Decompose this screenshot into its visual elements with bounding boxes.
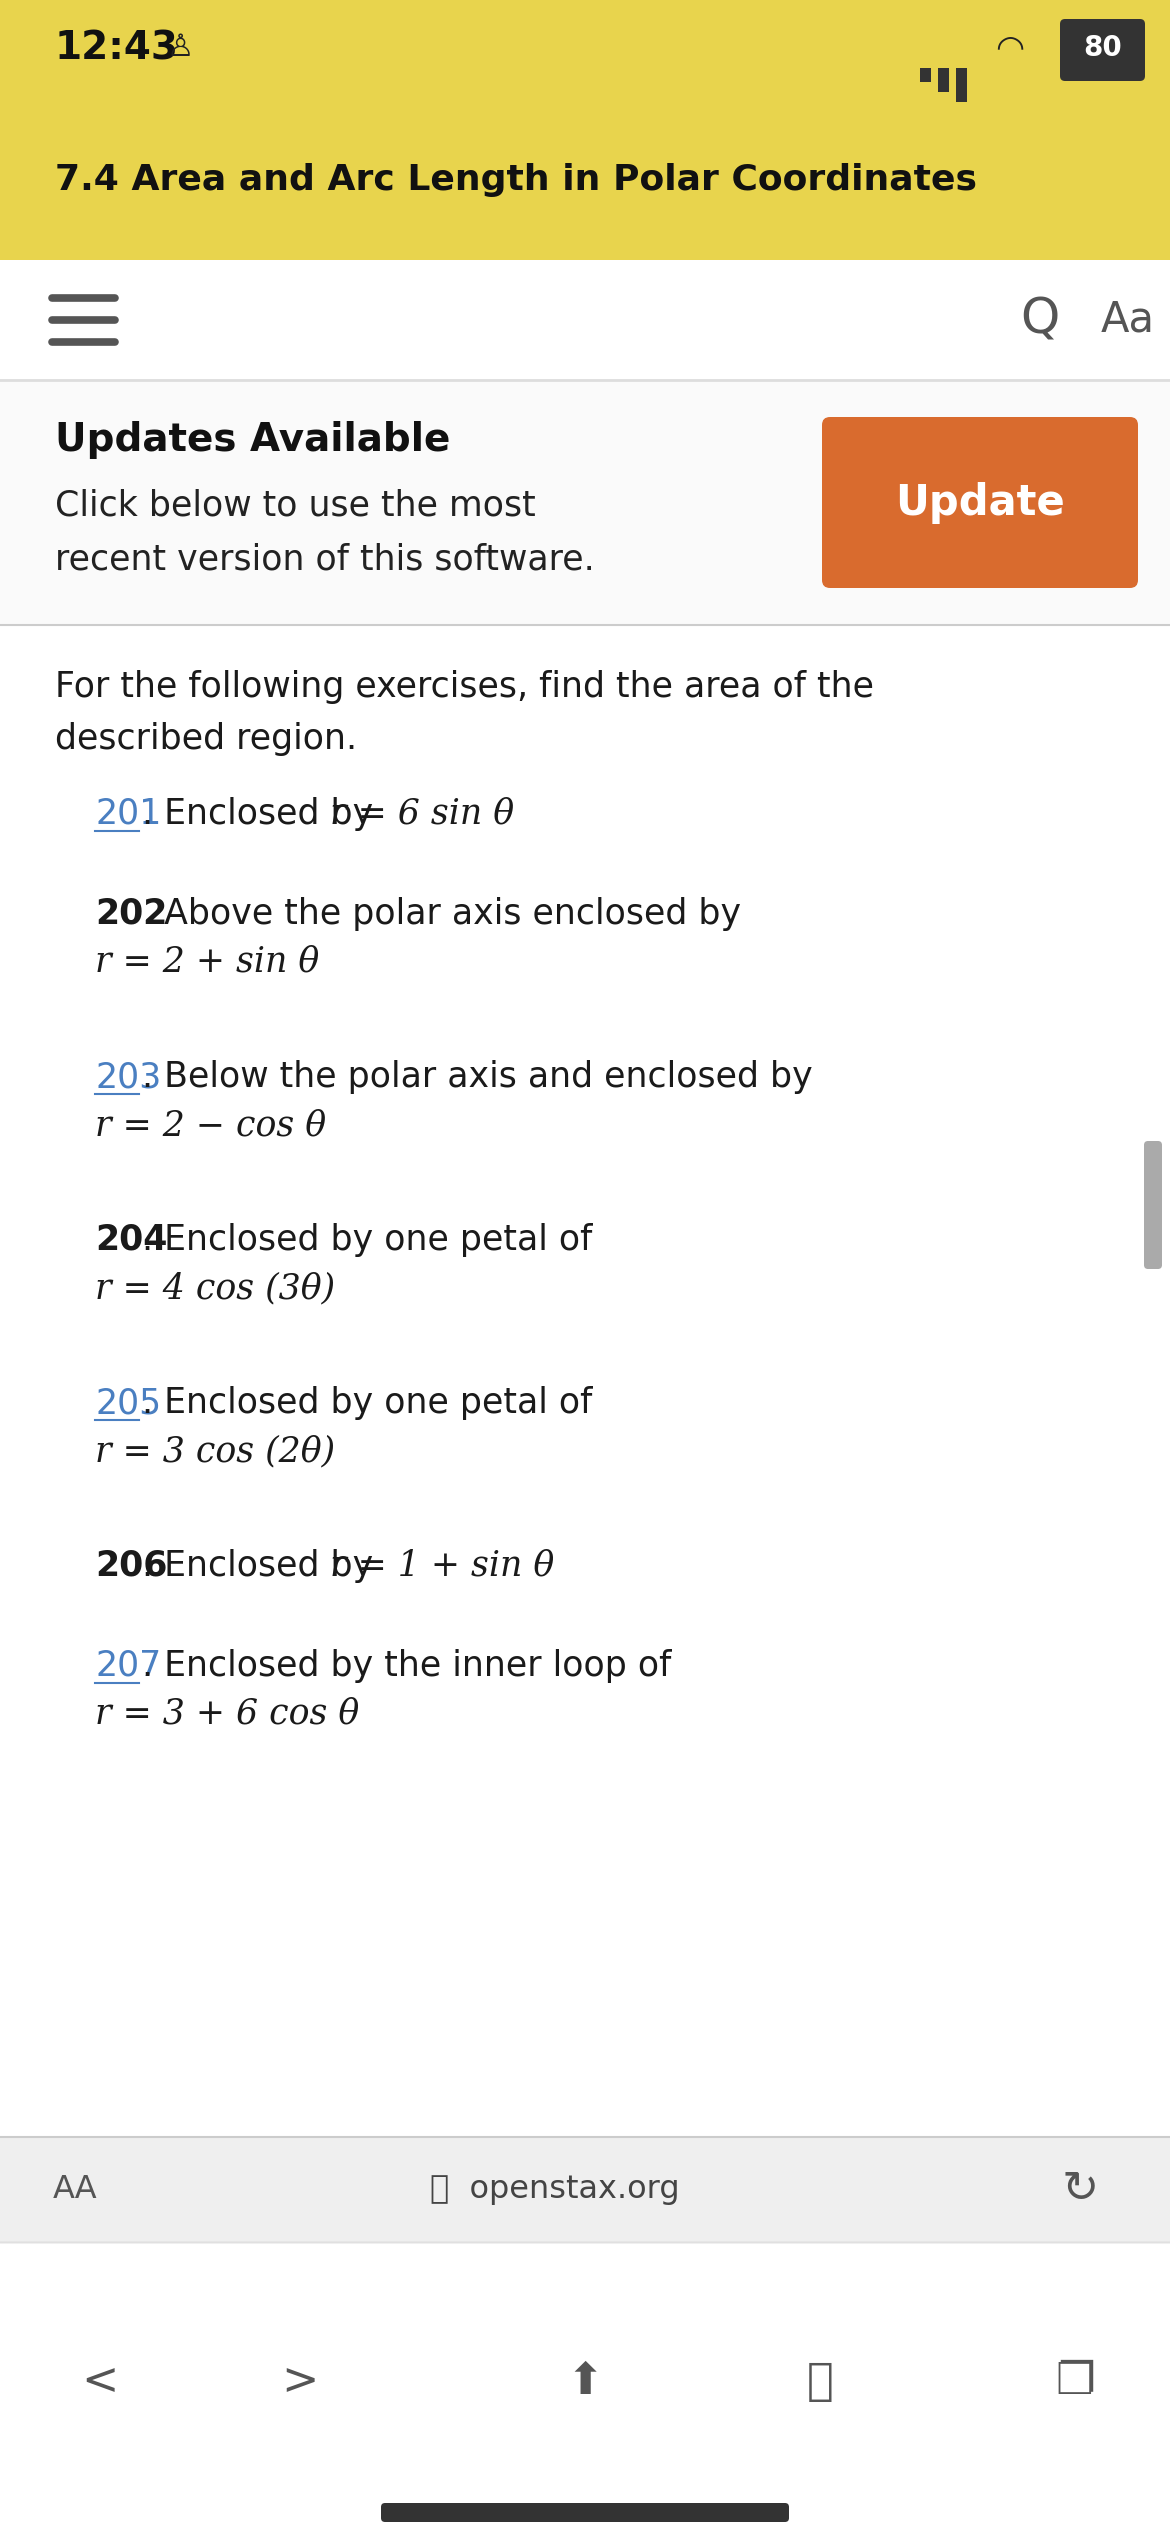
Text: ❐: ❐ <box>1055 2360 1095 2403</box>
Text: r = 3 + 6 cos θ: r = 3 + 6 cos θ <box>95 1696 359 1732</box>
Text: r = 2 + sin θ: r = 2 + sin θ <box>95 944 319 980</box>
Text: Updates Available: Updates Available <box>55 420 450 458</box>
FancyBboxPatch shape <box>823 418 1138 587</box>
Text: >: > <box>281 2360 318 2403</box>
Text: 202: 202 <box>95 896 167 932</box>
Text: ♙: ♙ <box>166 33 194 63</box>
FancyBboxPatch shape <box>0 2241 1170 2532</box>
Text: For the following exercises, find the area of the: For the following exercises, find the ar… <box>55 671 874 704</box>
Text: Click below to use the most: Click below to use the most <box>55 489 536 522</box>
Text: r = 4 cos (3θ): r = 4 cos (3θ) <box>95 1271 335 1304</box>
FancyBboxPatch shape <box>938 68 949 91</box>
Text: Q: Q <box>1020 296 1060 344</box>
Text: ◠: ◠ <box>996 30 1025 63</box>
FancyBboxPatch shape <box>0 380 1170 625</box>
Text: Update: Update <box>895 481 1065 524</box>
Text: <: < <box>81 2360 118 2403</box>
Text: . Enclosed by one petal of: . Enclosed by one petal of <box>142 1385 592 1420</box>
Text: . Enclosed by the inner loop of: . Enclosed by the inner loop of <box>142 1648 670 1684</box>
FancyBboxPatch shape <box>0 261 1170 380</box>
Text: ⬆: ⬆ <box>566 2360 604 2403</box>
FancyBboxPatch shape <box>1144 1142 1162 1269</box>
Text: . Enclosed by one petal of: . Enclosed by one petal of <box>142 1223 592 1256</box>
Text: 📖: 📖 <box>806 2360 833 2403</box>
FancyBboxPatch shape <box>920 68 931 81</box>
FancyBboxPatch shape <box>1060 20 1145 81</box>
Text: . Above the polar axis enclosed by: . Above the polar axis enclosed by <box>142 896 741 932</box>
Text: recent version of this software.: recent version of this software. <box>55 542 594 577</box>
FancyBboxPatch shape <box>381 2504 789 2522</box>
FancyBboxPatch shape <box>0 2137 1170 2241</box>
Text: . Enclosed by: . Enclosed by <box>142 798 384 830</box>
Text: 🔒  openstax.org: 🔒 openstax.org <box>431 2175 680 2205</box>
Text: r = 3 cos (2θ): r = 3 cos (2θ) <box>95 1433 335 1469</box>
FancyBboxPatch shape <box>956 68 966 101</box>
Text: 206: 206 <box>95 1550 167 1582</box>
Text: 204: 204 <box>95 1223 167 1256</box>
Text: ↻: ↻ <box>1061 2167 1099 2210</box>
Text: 7.4 Area and Arc Length in Polar Coordinates: 7.4 Area and Arc Length in Polar Coordin… <box>55 162 977 197</box>
Text: . Enclosed by: . Enclosed by <box>142 1550 384 1582</box>
Text: r = 6 sin θ: r = 6 sin θ <box>330 798 515 830</box>
Text: 80: 80 <box>1083 33 1122 61</box>
FancyBboxPatch shape <box>0 0 1170 99</box>
Text: AA: AA <box>53 2175 97 2205</box>
Text: 12:43: 12:43 <box>55 28 179 66</box>
Text: 207: 207 <box>95 1648 161 1684</box>
Text: r = 2 − cos θ: r = 2 − cos θ <box>95 1109 326 1142</box>
Text: 205: 205 <box>95 1385 161 1420</box>
FancyBboxPatch shape <box>0 99 1170 261</box>
Text: r = 1 + sin θ: r = 1 + sin θ <box>330 1550 555 1582</box>
Text: . Below the polar axis and enclosed by: . Below the polar axis and enclosed by <box>142 1061 812 1094</box>
Text: 203: 203 <box>95 1061 161 1094</box>
Text: Aa: Aa <box>1101 299 1155 342</box>
Text: 201: 201 <box>95 798 161 830</box>
Text: described region.: described region. <box>55 722 357 757</box>
